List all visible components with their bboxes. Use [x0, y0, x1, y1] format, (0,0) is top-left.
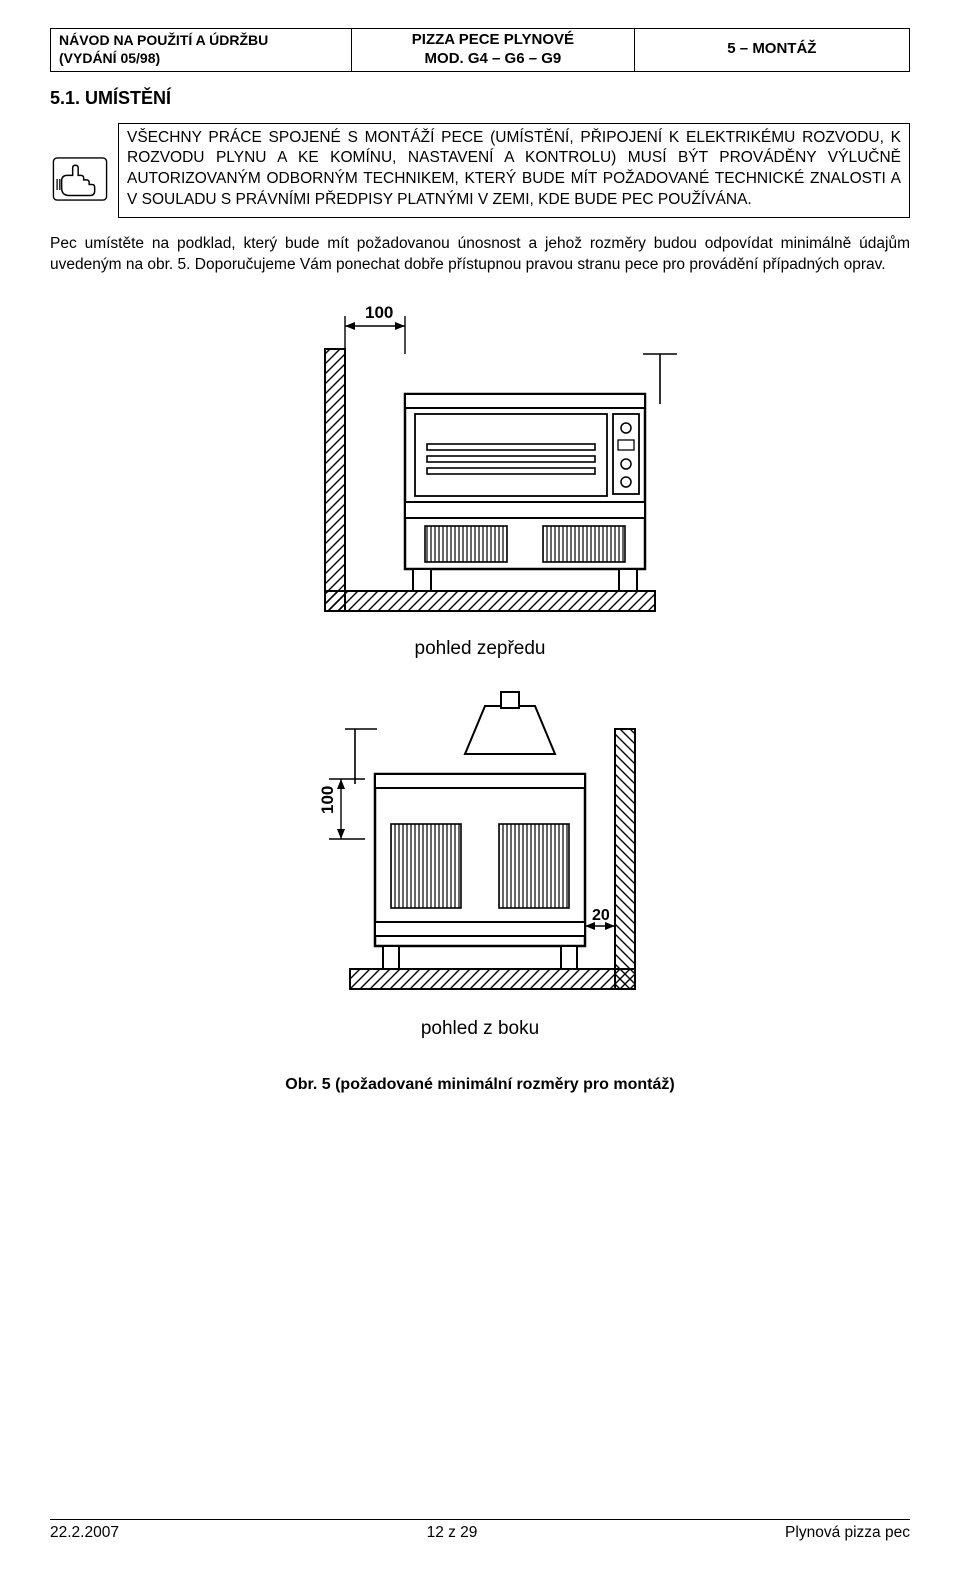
front-view-caption: pohled zepředu: [415, 638, 546, 660]
figure-front-view: 100: [265, 304, 695, 660]
dim-side-20: 20: [592, 907, 610, 924]
header-mid-cell: PIZZA PECE PLYNOVÉ MOD. G4 – G6 – G9: [351, 28, 635, 72]
figure-main-caption: Obr. 5 (požadované minimální rozměry pro…: [285, 1076, 674, 1094]
warning-note-box: VŠECHNY PRÁCE SPOJENÉ S MONTÁŽÍ PECE (UM…: [118, 123, 910, 219]
header-left-line1: NÁVOD NA POUŽITÍ A ÚDRŽBU: [59, 32, 268, 50]
header-right-cell: 5 – MONTÁŽ: [635, 28, 910, 72]
figure-area: 100: [50, 304, 910, 1094]
header-mid-line2: MOD. G4 – G6 – G9: [425, 50, 562, 69]
header-left-line2: (VYDÁNÍ 05/98): [59, 50, 160, 68]
footer-title: Plynová pizza pec: [785, 1524, 910, 1542]
header: NÁVOD NA POUŽITÍ A ÚDRŽBU (VYDÁNÍ 05/98)…: [50, 28, 910, 72]
note-row: VŠECHNY PRÁCE SPOJENÉ S MONTÁŽÍ PECE (UM…: [50, 123, 910, 219]
dim-front-100: 100: [365, 304, 393, 322]
side-view-caption: pohled z boku: [421, 1018, 539, 1040]
front-view-diagram-icon: 100: [265, 304, 695, 634]
dim-side-100: 100: [318, 786, 337, 814]
header-mid-line1: PIZZA PECE PLYNOVÉ: [412, 31, 574, 50]
pointing-hand-icon: [50, 123, 110, 201]
body-paragraph: Pec umístěte na podklad, který bude mít …: [50, 234, 910, 276]
header-left-cell: NÁVOD NA POUŽITÍ A ÚDRŽBU (VYDÁNÍ 05/98): [50, 28, 351, 72]
footer: 22.2.2007 12 z 29 Plynová pizza pec: [50, 1519, 910, 1542]
figure-side-view: 100: [305, 674, 655, 1040]
section-heading: 5.1. UMÍSTĚNÍ: [50, 88, 910, 109]
footer-date: 22.2.2007: [50, 1524, 119, 1542]
side-view-diagram-icon: 100: [305, 674, 655, 1014]
header-right-text: 5 – MONTÁŽ: [727, 40, 816, 59]
footer-page: 12 z 29: [427, 1524, 478, 1542]
